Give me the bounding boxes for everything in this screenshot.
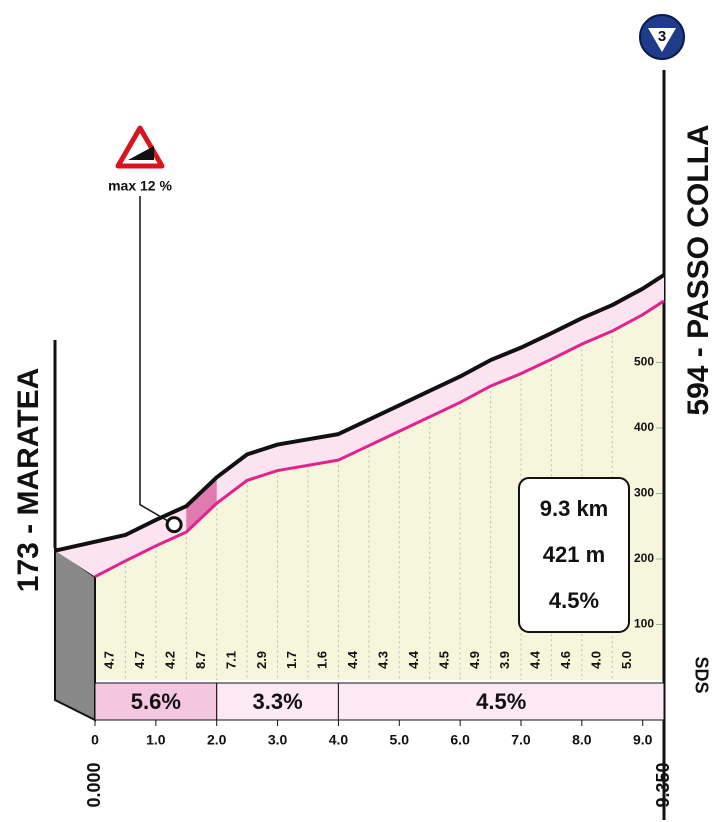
segment-label: 4.0	[588, 651, 603, 669]
x-tick-label: 6.0	[450, 732, 470, 748]
climb-number: 3	[658, 28, 666, 45]
summary-line: 9.3 km	[540, 496, 609, 521]
sector-label: 3.3%	[252, 689, 302, 714]
end-label: 594 - PASSO COLLA	[682, 124, 715, 415]
segment-label: 5.0	[619, 651, 634, 669]
sector-label: 4.5%	[476, 689, 526, 714]
x-tick-label: 2.0	[207, 732, 227, 748]
segment-label: 3.9	[497, 651, 512, 669]
logo: SDS	[691, 656, 711, 693]
warning-icon	[128, 146, 154, 160]
segment-label: 4.4	[345, 650, 360, 669]
start-wall	[54, 546, 96, 722]
x-tick-label: 0	[91, 732, 99, 748]
start-label: 173 - MARATEA	[12, 368, 45, 592]
segment-label: 4.2	[163, 651, 178, 669]
segment-label: 8.7	[193, 651, 208, 669]
x-tick-label: 4.0	[329, 732, 349, 748]
x-tick-label: 3.0	[268, 732, 288, 748]
segment-label: 1.7	[284, 651, 299, 669]
segment-label: 4.7	[102, 651, 117, 669]
x-tick-label: 8.0	[572, 732, 592, 748]
sector	[216, 682, 339, 721]
summary-line: 421 m	[543, 542, 605, 567]
segment-label: 4.3	[376, 651, 391, 669]
segment-label: 4.4	[528, 650, 543, 669]
road-edge	[54, 273, 666, 553]
badge-triangle	[648, 28, 676, 52]
y-tick-label: 100	[634, 617, 654, 631]
max-gradient-leader	[139, 196, 175, 526]
segment-label: 2.9	[254, 651, 269, 669]
sector-label: 5.6%	[131, 689, 181, 714]
summary-box	[518, 477, 630, 633]
y-tick-label: 500	[634, 355, 654, 369]
x-tick-label: 7.0	[511, 732, 531, 748]
segment-label: 1.6	[315, 651, 330, 669]
segment-label: 7.1	[223, 651, 238, 669]
summary-line: 4.5%	[549, 588, 599, 613]
end-distance: 9.350	[653, 762, 673, 807]
sector	[94, 682, 218, 721]
max-gradient-marker	[165, 516, 183, 534]
start-distance: 0.000	[84, 762, 104, 807]
x-tick-label: 5.0	[390, 732, 410, 748]
y-tick-label: 300	[634, 486, 654, 500]
segment-label: 4.9	[467, 651, 482, 669]
max-gradient-label: max 12 %	[108, 178, 172, 194]
x-tick-label: 1.0	[146, 732, 166, 748]
segment-label: 4.5	[436, 651, 451, 669]
segment-label: 4.6	[558, 651, 573, 669]
segment-label: 4.7	[132, 651, 147, 669]
y-tick-label: 400	[634, 420, 654, 434]
y-tick-label: 200	[634, 551, 654, 565]
sector	[337, 682, 665, 721]
x-tick-label: 9.0	[633, 732, 653, 748]
segment-label: 4.4	[406, 650, 421, 669]
steep-band	[186, 477, 217, 533]
profile-line	[94, 299, 665, 579]
warning-sign	[115, 125, 165, 169]
